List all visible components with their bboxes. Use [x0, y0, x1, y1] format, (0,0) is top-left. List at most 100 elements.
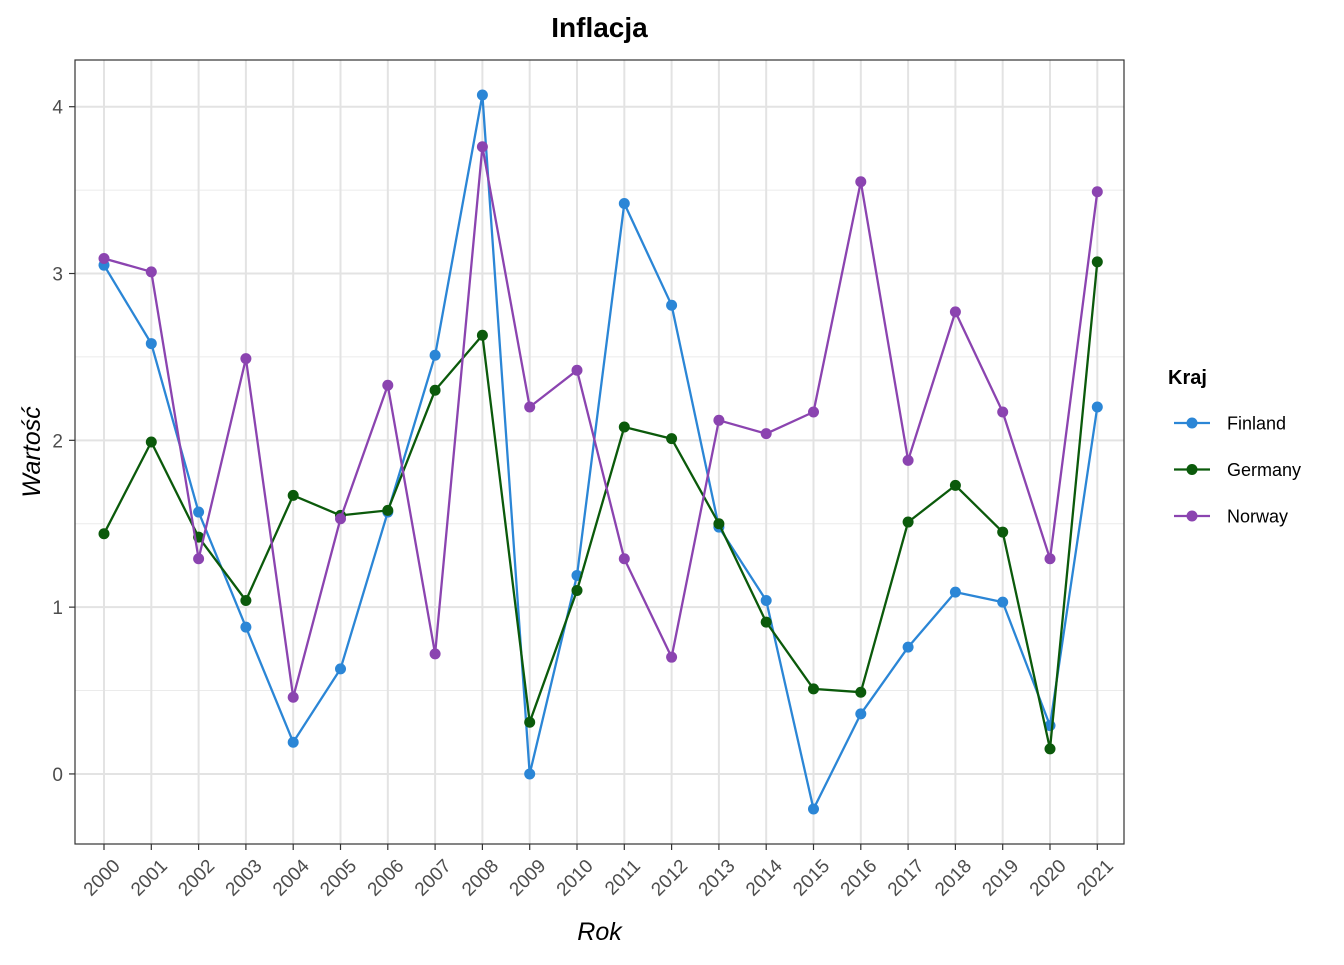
- x-tick-label: 2008: [458, 856, 503, 901]
- x-tick-label: 2016: [837, 856, 882, 901]
- data-point: [240, 621, 252, 633]
- data-point: [902, 454, 914, 466]
- legend-key-point: [1186, 417, 1198, 429]
- data-point: [382, 379, 394, 391]
- x-tick-label: 2000: [80, 856, 125, 901]
- data-point: [997, 406, 1009, 418]
- data-point: [618, 421, 630, 433]
- data-point: [666, 651, 678, 663]
- legend-key-point: [1186, 510, 1198, 522]
- legend-label: Germany: [1227, 460, 1301, 480]
- panel-background: [75, 60, 1124, 844]
- series-line-norway: [103, 145, 1099, 699]
- y-tick-label: 2: [52, 431, 63, 452]
- legend-item-norway: Norway: [1174, 507, 1288, 527]
- y-tick-label: 3: [52, 265, 63, 286]
- data-point: [808, 406, 819, 418]
- legend-label: Norway: [1227, 507, 1288, 527]
- x-tick-label: 2006: [364, 856, 409, 901]
- data-point: [760, 616, 772, 628]
- data-point: [193, 553, 205, 565]
- data-point: [618, 197, 630, 209]
- data-point: [429, 349, 441, 361]
- series-germany: [98, 256, 1103, 755]
- data-point: [949, 306, 961, 318]
- data-point: [902, 641, 914, 653]
- legend-item-finland: Finland: [1174, 414, 1286, 434]
- data-point: [571, 364, 583, 376]
- data-point: [145, 436, 157, 448]
- data-point: [524, 401, 536, 413]
- x-tick-label: 2002: [174, 856, 219, 901]
- data-point: [855, 176, 867, 188]
- data-point: [429, 384, 441, 396]
- legend-label: Finland: [1227, 414, 1286, 434]
- data-point: [666, 299, 678, 311]
- x-tick-label: 2010: [553, 856, 598, 901]
- grid-layer: [75, 60, 1124, 844]
- x-tick-label: 2015: [789, 856, 834, 901]
- data-point: [1044, 553, 1056, 565]
- series-line-germany: [102, 261, 1099, 751]
- data-point: [808, 683, 819, 695]
- panel-border: [74, 59, 1125, 845]
- data-point: [713, 518, 725, 530]
- data-point: [145, 338, 157, 350]
- y-tick-label: 4: [52, 98, 63, 119]
- data-point: [902, 516, 914, 528]
- data-point: [476, 329, 488, 341]
- data-point: [1044, 743, 1056, 755]
- data-point: [808, 803, 819, 815]
- data-point: [713, 414, 725, 426]
- data-point: [476, 89, 488, 101]
- data-point: [287, 691, 299, 703]
- x-tick-label: 2020: [1026, 856, 1071, 901]
- series-line-finland: [103, 93, 1099, 811]
- data-point: [571, 584, 583, 596]
- x-tick-label: 2005: [316, 856, 361, 901]
- legend-key-point: [1186, 464, 1198, 475]
- data-point: [287, 489, 299, 501]
- data-point: [524, 768, 536, 780]
- data-point: [98, 528, 110, 540]
- data-point: [382, 504, 394, 516]
- data-point: [949, 586, 961, 598]
- legend-title: Kraj: [1168, 367, 1207, 389]
- data-point: [1091, 401, 1103, 413]
- data-point: [760, 594, 772, 606]
- y-tick-label: 0: [52, 765, 63, 786]
- x-tick-label: 2004: [269, 855, 314, 900]
- data-point: [193, 506, 205, 518]
- x-tick-label: 2014: [742, 855, 787, 900]
- series-finland: [98, 89, 1103, 815]
- legend-item-germany: Germany: [1174, 460, 1301, 480]
- data-point: [335, 513, 346, 525]
- series-layer: [98, 89, 1103, 815]
- x-tick-label: 2003: [222, 856, 267, 901]
- legend: Kraj Finland Germany Norway: [1168, 367, 1301, 527]
- series-norway: [98, 141, 1103, 703]
- x-tick-label: 2009: [506, 856, 551, 901]
- chart-title: Inflacja: [551, 12, 648, 43]
- x-tick-label: 2018: [931, 856, 976, 901]
- data-point: [760, 428, 772, 440]
- data-point: [997, 526, 1009, 538]
- data-point: [1091, 186, 1103, 198]
- y-axis-title: Wartość: [18, 406, 46, 498]
- x-tick-label: 2021: [1073, 856, 1118, 901]
- data-point: [949, 479, 961, 491]
- data-point: [240, 353, 252, 365]
- data-point: [240, 594, 252, 606]
- data-point: [618, 553, 630, 565]
- data-point: [145, 266, 157, 278]
- x-tick-label: 2019: [979, 856, 1024, 901]
- data-point: [287, 736, 299, 748]
- data-point: [666, 433, 678, 445]
- data-point: [476, 141, 488, 153]
- x-axis-title: Rok: [577, 918, 623, 946]
- data-point: [98, 253, 110, 265]
- x-tick-label: 2001: [127, 856, 172, 901]
- x-tick-label: 2017: [884, 856, 929, 901]
- x-tick-label: 2011: [601, 856, 645, 900]
